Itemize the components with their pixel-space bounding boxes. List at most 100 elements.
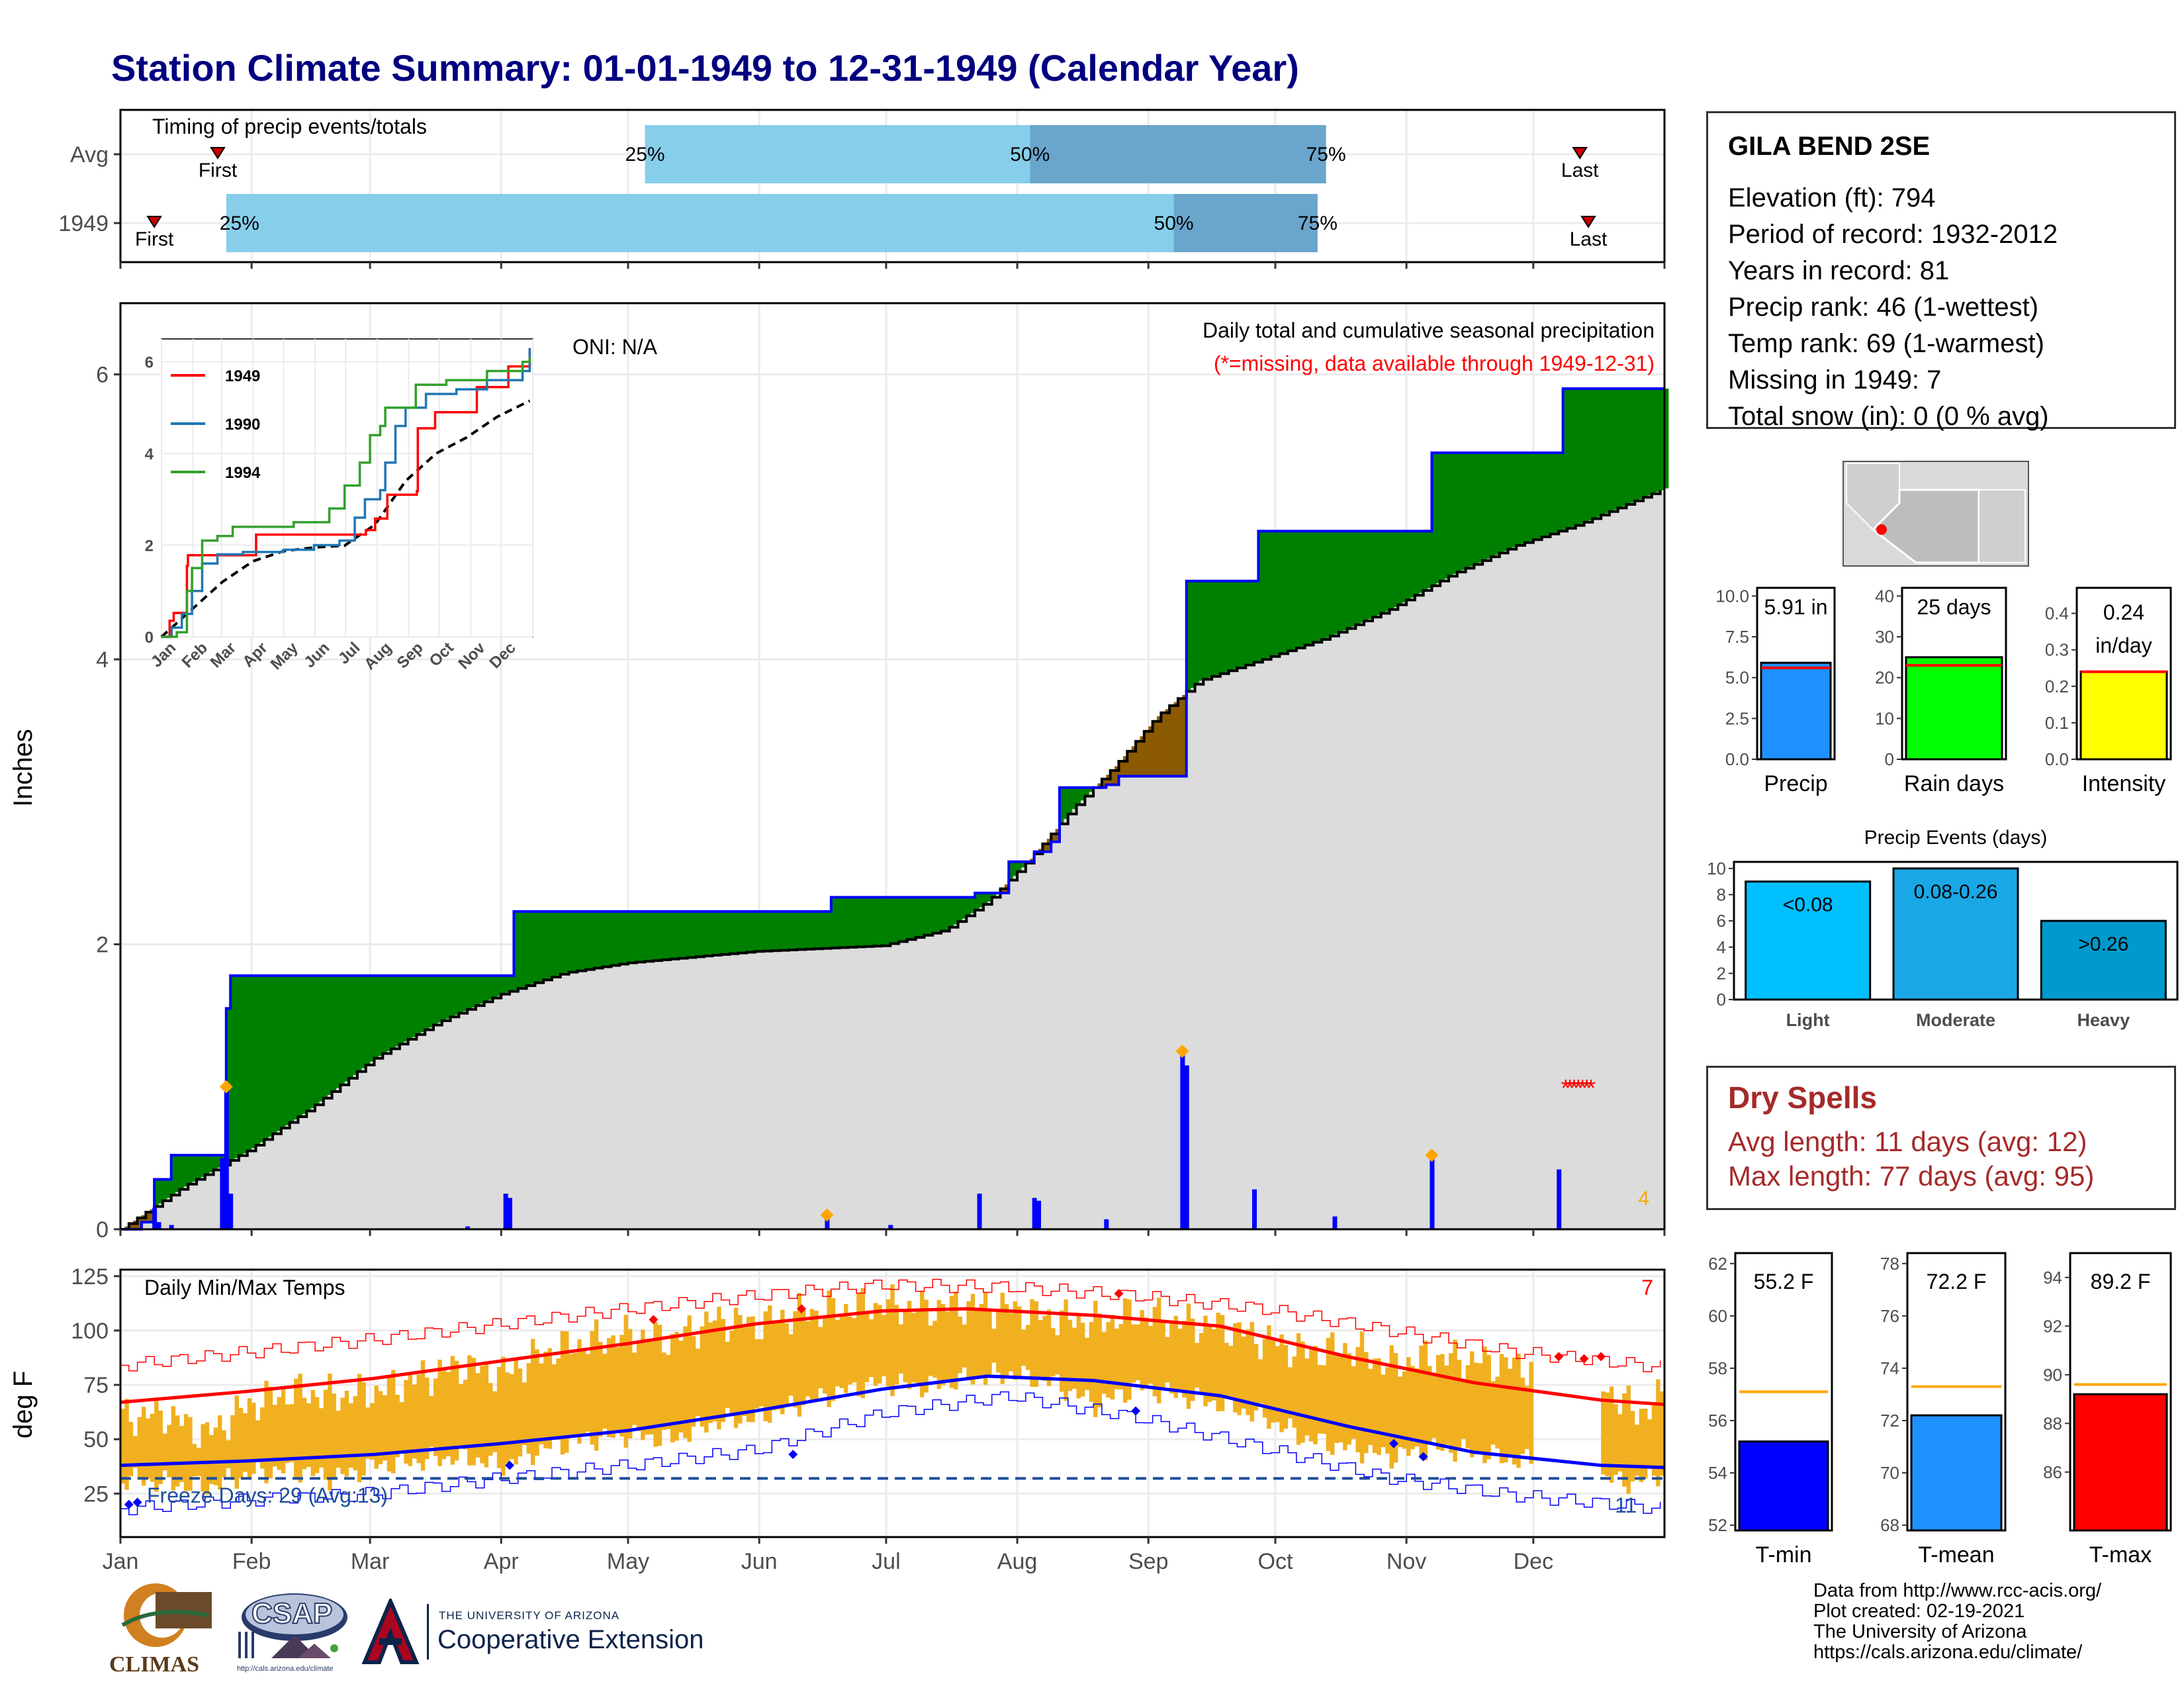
daily-precip-bar <box>1332 1216 1338 1229</box>
month-axis-label: Oct <box>1258 1549 1293 1574</box>
event-category-label: Moderate <box>1916 1010 1995 1030</box>
daily-precip-bar <box>888 1225 893 1229</box>
precip-total-ytick-label: 2.5 <box>1725 708 1749 728</box>
tmean-ytick-label: 76 <box>1880 1306 1899 1326</box>
avg-max-line <box>120 1307 1665 1407</box>
rain-days-ytick-label: 0 <box>1885 749 1894 769</box>
event-category-label: Heavy <box>2077 1010 2130 1030</box>
tmax-ytick-label: 92 <box>2043 1316 2062 1336</box>
inset-series-1994 <box>161 357 531 638</box>
month-axis-label: Dec <box>1514 1549 1553 1574</box>
footer-url: https://cals.arizona.edu/climate/ <box>1813 1642 2083 1663</box>
station-years: Years in record: 81 <box>1728 256 1950 285</box>
tmax-ytick-label: 86 <box>2043 1462 2062 1482</box>
events-title: Precip Events (days) <box>1864 827 2048 849</box>
timing-label-75: 75% <box>1298 212 1338 234</box>
precip-total-ytick-label: 7.5 <box>1725 627 1749 647</box>
daily-precip-bar <box>152 1207 158 1229</box>
tmin-value-label: 55.2 F <box>1754 1270 1814 1293</box>
daily-precip-bar <box>1032 1197 1037 1229</box>
month-axis-label: Nov <box>1387 1549 1426 1574</box>
intensity-ytick-label: 0.0 <box>2045 749 2069 769</box>
tmax-ytick-label: 88 <box>2043 1413 2062 1433</box>
timing-bar-50-75 <box>1030 125 1326 183</box>
daily-precip-bar <box>465 1226 471 1229</box>
tmean-ytick-label: 78 <box>1880 1254 1899 1274</box>
record-high-diamond <box>797 1304 807 1314</box>
month-axis-label: Mar <box>351 1549 390 1574</box>
intensity-bar <box>2079 671 2168 761</box>
station-snow: Total snow (in): 0 (0 % avg) <box>1728 402 2049 431</box>
temps-ytick-label: 25 <box>83 1481 109 1507</box>
missing-day-star: * <box>1569 1074 1578 1102</box>
ua-logo-divider <box>427 1604 429 1660</box>
tmin-category-label: T-min <box>1756 1542 1812 1568</box>
csap-logo-url: http://cals.arizona.edu/climate <box>237 1665 334 1673</box>
avg-min-line <box>120 1374 1665 1470</box>
footer-data-source: Data from http://www.rcc-acis.org/ <box>1813 1580 2102 1601</box>
rain-days-bar <box>1905 656 2003 761</box>
dry-spells-avg: Avg length: 11 days (avg: 12) <box>1728 1126 2087 1157</box>
tmean-ytick-label: 70 <box>1880 1463 1899 1483</box>
cumulative-above-avg-area <box>154 389 1669 1207</box>
csap-logo-text: CSAP <box>251 1597 333 1630</box>
station-period: Period of record: 1932-2012 <box>1728 220 2058 249</box>
record-high-diamond <box>649 1315 659 1325</box>
daily-precip-bar <box>1104 1219 1109 1229</box>
daily-precip-bar <box>169 1225 174 1229</box>
precip-total-bar <box>1760 661 1832 761</box>
events-ytick-label: 0 <box>1717 990 1726 1009</box>
dry-spells-title: Dry Spells <box>1728 1080 1877 1115</box>
missing-day-star: * <box>1578 1074 1587 1102</box>
precip-total-ytick-label: 0.0 <box>1725 749 1749 769</box>
inset-avg-dashed-line <box>160 399 531 638</box>
record-low-diamond <box>132 1497 142 1507</box>
timing-bar-50-75 <box>1173 194 1318 252</box>
timing-label-last: Last <box>1570 228 1608 250</box>
daily-precip-bar <box>1251 1189 1257 1229</box>
temps-ytick-label: 125 <box>71 1264 109 1289</box>
precip-subtitle: (*=missing, data available through 1949-… <box>1214 352 1655 375</box>
timing-label-75: 75% <box>1306 144 1346 165</box>
precip-ytick-label: 2 <box>96 933 109 958</box>
timing-label-first: First <box>135 228 174 250</box>
daily-precip-bar <box>156 1222 161 1229</box>
rain-days-category-label: Rain days <box>1904 771 2004 796</box>
precip-total-ytick-label: 5.0 <box>1725 668 1749 688</box>
intensity-ytick-label: 0.1 <box>2045 713 2069 733</box>
tmax-ytick-label: 94 <box>2043 1268 2062 1288</box>
freeze-count-label: 11 <box>1615 1493 1637 1517</box>
extreme-precip-diamond <box>1175 1044 1189 1058</box>
temps-ylabel: deg F <box>9 1371 38 1438</box>
daily-precip-bar <box>503 1194 508 1229</box>
event-bar-heavy <box>2040 919 2167 1001</box>
precip-total-ytick-label: 10.0 <box>1715 586 1749 606</box>
tmean-ytick-label: 72 <box>1880 1411 1899 1430</box>
oni-label: ONI: N/A <box>572 335 658 359</box>
inset-series-1990 <box>161 348 531 638</box>
events-plot-border <box>1733 861 2179 1001</box>
csap-logo-graphic <box>238 1593 347 1658</box>
intensity-category-label: Intensity <box>2082 771 2166 796</box>
timing-last-triangle <box>1580 216 1596 228</box>
record-low-diamond <box>1418 1452 1428 1462</box>
tmin-ytick-label: 54 <box>1708 1463 1727 1483</box>
daily-precip-bar <box>825 1215 830 1229</box>
daily-precip-bar <box>1430 1155 1435 1229</box>
ua-extension-logo: THE UNIVERSITY OF ARIZONA Cooperative Ex… <box>361 1599 745 1671</box>
timing-label-25: 25% <box>625 144 665 165</box>
month-axis-label: Apr <box>484 1549 519 1574</box>
daily-precip-bar <box>1036 1200 1042 1229</box>
timing-bar-25-50 <box>226 194 1174 252</box>
rain-days-ytick-label: 40 <box>1875 586 1894 606</box>
footer-university: The University of Arizona <box>1813 1621 2027 1642</box>
station-precip-rank: Precip rank: 46 (1-wettest) <box>1728 293 2039 322</box>
intensity-value-label2: in/day <box>2095 633 2152 657</box>
tmax-bar <box>2073 1393 2168 1532</box>
events-ytick-label: 6 <box>1717 911 1726 931</box>
page-title: Station Climate Summary: 01-01-1949 to 1… <box>111 47 1299 89</box>
inset-legend-label: 1949 <box>225 367 260 385</box>
record-low-diamond <box>505 1460 515 1470</box>
precip-total-value-label: 5.91 in <box>1764 595 1827 619</box>
events-ytick-label: 10 <box>1707 859 1726 878</box>
